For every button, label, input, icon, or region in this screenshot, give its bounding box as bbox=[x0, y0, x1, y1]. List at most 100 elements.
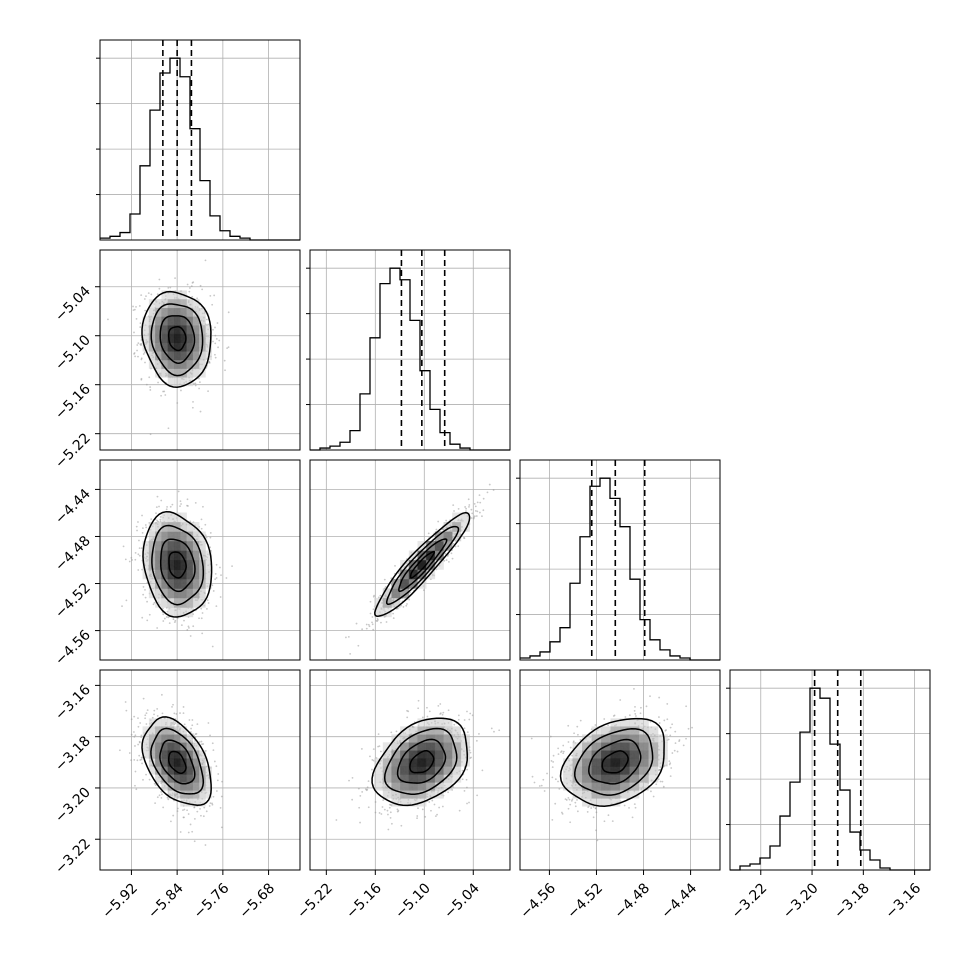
scatter-point bbox=[493, 730, 495, 733]
density-panel-p1-p2 bbox=[309, 459, 511, 661]
density-block bbox=[161, 325, 169, 335]
density-block bbox=[155, 307, 162, 317]
scatter-point bbox=[138, 305, 141, 307]
density-block bbox=[192, 540, 200, 551]
density-block bbox=[161, 351, 169, 361]
density-block bbox=[192, 325, 200, 335]
scatter-point bbox=[225, 577, 228, 579]
scatter-point bbox=[136, 529, 138, 532]
scatter-point bbox=[372, 628, 375, 631]
scatter-point bbox=[389, 811, 392, 814]
scatter-point bbox=[176, 617, 179, 620]
density-block bbox=[161, 588, 169, 599]
density-block bbox=[186, 766, 194, 775]
scatter-point bbox=[154, 802, 157, 805]
histogram-step-p0 bbox=[100, 57, 300, 241]
scatter-point bbox=[134, 745, 136, 747]
scatter-point bbox=[183, 619, 185, 622]
scatter-point bbox=[408, 598, 411, 601]
density-block bbox=[443, 531, 453, 542]
density-block bbox=[161, 569, 169, 580]
scatter-point bbox=[366, 786, 369, 789]
density-block bbox=[400, 790, 410, 799]
scatter-point bbox=[142, 697, 145, 700]
density-block bbox=[400, 742, 410, 751]
scatter-point bbox=[134, 355, 137, 358]
density-block bbox=[142, 316, 150, 326]
scatter-point bbox=[400, 604, 403, 607]
scatter-point bbox=[134, 734, 137, 737]
scatter-point bbox=[374, 811, 377, 814]
panel-frame bbox=[99, 39, 301, 241]
scatter-point bbox=[144, 524, 147, 526]
density-block bbox=[155, 766, 162, 775]
density-block bbox=[382, 774, 392, 783]
scatter-point bbox=[444, 552, 447, 555]
scatter-point bbox=[372, 608, 375, 611]
density-block bbox=[174, 766, 181, 775]
scatter-point bbox=[445, 519, 448, 522]
scatter-point bbox=[474, 505, 477, 508]
density-block bbox=[155, 531, 162, 542]
histogram-step-p1 bbox=[310, 267, 510, 451]
scatter-point bbox=[447, 791, 450, 794]
density-block bbox=[186, 597, 194, 608]
scatter-point bbox=[476, 501, 479, 504]
scatter-point bbox=[201, 632, 204, 635]
density-block bbox=[174, 512, 181, 523]
density-block bbox=[391, 597, 401, 608]
density-block bbox=[382, 758, 392, 767]
scatter-point bbox=[133, 731, 135, 733]
scatter-point bbox=[371, 759, 374, 761]
density-block bbox=[155, 333, 162, 343]
density-content bbox=[335, 699, 501, 831]
density-block bbox=[186, 550, 194, 561]
density-block bbox=[408, 569, 418, 580]
scatter-point bbox=[138, 547, 141, 550]
density-block bbox=[167, 726, 175, 735]
scatter-point bbox=[189, 635, 192, 637]
scatter-point bbox=[361, 628, 364, 631]
scatter-point bbox=[162, 613, 165, 616]
scatter-point bbox=[139, 322, 142, 325]
contour-level-1 bbox=[159, 739, 196, 785]
density-block bbox=[460, 522, 470, 532]
scatter-point bbox=[206, 607, 208, 610]
scatter-point bbox=[142, 593, 145, 596]
scatter-point bbox=[437, 704, 440, 707]
density-block bbox=[155, 718, 162, 727]
scatter-point bbox=[156, 293, 159, 296]
scatter-point bbox=[145, 712, 148, 715]
scatter-point bbox=[137, 717, 139, 720]
scatter-point bbox=[219, 596, 222, 598]
panel-frame bbox=[519, 459, 721, 661]
density-block bbox=[199, 550, 206, 561]
scatter-point bbox=[156, 495, 159, 498]
density-block bbox=[161, 531, 169, 542]
scatter-point bbox=[159, 520, 162, 523]
density-block bbox=[180, 734, 187, 743]
scatter-point bbox=[461, 778, 464, 781]
density-block bbox=[408, 758, 418, 767]
scatter-point bbox=[457, 718, 460, 721]
scatter-point bbox=[135, 305, 137, 308]
density-block bbox=[174, 588, 181, 599]
scatter-point bbox=[468, 801, 470, 804]
scatter-point bbox=[156, 796, 159, 799]
scatter-point bbox=[168, 622, 171, 625]
density-block bbox=[186, 333, 194, 343]
density-block bbox=[167, 550, 175, 561]
scatter-point bbox=[180, 389, 182, 392]
density-block bbox=[391, 588, 401, 599]
scatter-point bbox=[125, 709, 128, 712]
scatter-point bbox=[435, 528, 438, 531]
scatter-point bbox=[179, 831, 182, 833]
density-block bbox=[155, 734, 162, 743]
density-block bbox=[199, 790, 206, 799]
scatter-point bbox=[457, 714, 460, 717]
scatter-point bbox=[188, 626, 190, 629]
scatter-point bbox=[158, 278, 161, 281]
density-block bbox=[167, 750, 175, 759]
scatter-point bbox=[390, 577, 393, 580]
scatter-point bbox=[367, 806, 370, 809]
